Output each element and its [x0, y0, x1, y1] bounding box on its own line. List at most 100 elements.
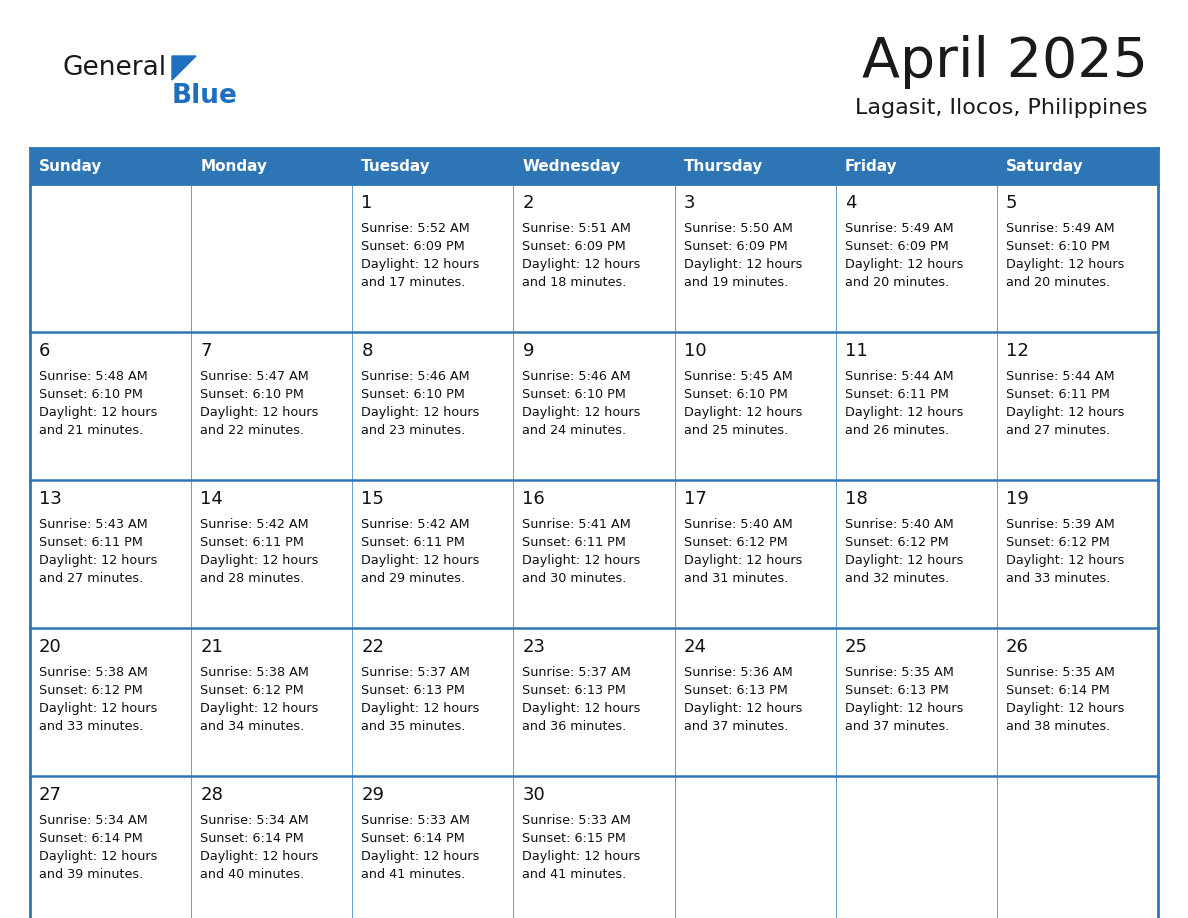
Text: Daylight: 12 hours: Daylight: 12 hours — [200, 702, 318, 715]
Text: Daylight: 12 hours: Daylight: 12 hours — [361, 850, 480, 863]
Text: 23: 23 — [523, 638, 545, 656]
Text: Sunset: 6:12 PM: Sunset: 6:12 PM — [845, 536, 948, 549]
Text: Sunset: 6:09 PM: Sunset: 6:09 PM — [683, 240, 788, 253]
Text: Daylight: 12 hours: Daylight: 12 hours — [1006, 406, 1124, 419]
Text: Sunrise: 5:35 AM: Sunrise: 5:35 AM — [1006, 666, 1114, 679]
Text: Sunset: 6:10 PM: Sunset: 6:10 PM — [361, 388, 466, 401]
Text: and 20 minutes.: and 20 minutes. — [845, 276, 949, 289]
Text: and 38 minutes.: and 38 minutes. — [1006, 720, 1111, 733]
Text: and 35 minutes.: and 35 minutes. — [361, 720, 466, 733]
Text: and 27 minutes.: and 27 minutes. — [39, 572, 144, 585]
Bar — [675, 776, 835, 918]
Text: 4: 4 — [845, 194, 857, 212]
Text: 21: 21 — [200, 638, 223, 656]
Text: 12: 12 — [1006, 342, 1029, 360]
Text: Sunset: 6:11 PM: Sunset: 6:11 PM — [200, 536, 304, 549]
Text: and 24 minutes.: and 24 minutes. — [523, 424, 626, 437]
Text: Sunrise: 5:41 AM: Sunrise: 5:41 AM — [523, 518, 631, 531]
Text: Sunrise: 5:48 AM: Sunrise: 5:48 AM — [39, 370, 147, 383]
Bar — [835, 148, 997, 184]
Text: Daylight: 12 hours: Daylight: 12 hours — [39, 554, 157, 567]
Text: and 27 minutes.: and 27 minutes. — [1006, 424, 1110, 437]
Bar — [30, 628, 191, 776]
Bar — [191, 480, 353, 628]
Text: Tuesday: Tuesday — [361, 159, 431, 174]
Text: Monday: Monday — [200, 159, 267, 174]
Text: Sunset: 6:13 PM: Sunset: 6:13 PM — [361, 684, 466, 697]
Bar — [835, 184, 997, 332]
Text: Sunrise: 5:35 AM: Sunrise: 5:35 AM — [845, 666, 954, 679]
Bar — [997, 148, 1158, 184]
Text: Wednesday: Wednesday — [523, 159, 621, 174]
Text: 17: 17 — [683, 490, 707, 508]
Polygon shape — [172, 56, 196, 80]
Text: Daylight: 12 hours: Daylight: 12 hours — [200, 554, 318, 567]
Text: Daylight: 12 hours: Daylight: 12 hours — [523, 554, 640, 567]
Bar — [353, 148, 513, 184]
Text: Sunrise: 5:49 AM: Sunrise: 5:49 AM — [845, 222, 953, 235]
Bar — [30, 332, 191, 480]
Bar — [835, 628, 997, 776]
Bar — [191, 184, 353, 332]
Bar — [353, 332, 513, 480]
Text: Daylight: 12 hours: Daylight: 12 hours — [361, 702, 480, 715]
Text: Daylight: 12 hours: Daylight: 12 hours — [523, 406, 640, 419]
Text: and 17 minutes.: and 17 minutes. — [361, 276, 466, 289]
Bar — [30, 148, 191, 184]
Text: 22: 22 — [361, 638, 384, 656]
Text: Sunset: 6:12 PM: Sunset: 6:12 PM — [39, 684, 143, 697]
Text: Daylight: 12 hours: Daylight: 12 hours — [683, 702, 802, 715]
Text: Daylight: 12 hours: Daylight: 12 hours — [523, 258, 640, 271]
Text: Daylight: 12 hours: Daylight: 12 hours — [845, 406, 963, 419]
Text: Sunrise: 5:40 AM: Sunrise: 5:40 AM — [683, 518, 792, 531]
Text: 27: 27 — [39, 786, 62, 804]
Bar — [30, 480, 191, 628]
Bar — [997, 332, 1158, 480]
Text: 8: 8 — [361, 342, 373, 360]
Text: 10: 10 — [683, 342, 706, 360]
Text: 13: 13 — [39, 490, 62, 508]
Text: and 22 minutes.: and 22 minutes. — [200, 424, 304, 437]
Text: Sunset: 6:10 PM: Sunset: 6:10 PM — [1006, 240, 1110, 253]
Text: 24: 24 — [683, 638, 707, 656]
Bar — [997, 628, 1158, 776]
Text: Daylight: 12 hours: Daylight: 12 hours — [361, 406, 480, 419]
Text: Sunrise: 5:52 AM: Sunrise: 5:52 AM — [361, 222, 470, 235]
Text: 6: 6 — [39, 342, 50, 360]
Text: Sunrise: 5:44 AM: Sunrise: 5:44 AM — [1006, 370, 1114, 383]
Bar — [513, 184, 675, 332]
Text: Sunset: 6:11 PM: Sunset: 6:11 PM — [39, 536, 143, 549]
Text: Sunset: 6:11 PM: Sunset: 6:11 PM — [361, 536, 466, 549]
Bar — [191, 628, 353, 776]
Text: and 41 minutes.: and 41 minutes. — [361, 868, 466, 881]
Text: and 19 minutes.: and 19 minutes. — [683, 276, 788, 289]
Bar — [675, 332, 835, 480]
Text: 26: 26 — [1006, 638, 1029, 656]
Text: Sunset: 6:15 PM: Sunset: 6:15 PM — [523, 832, 626, 845]
Text: Sunrise: 5:33 AM: Sunrise: 5:33 AM — [523, 814, 631, 827]
Bar — [675, 184, 835, 332]
Text: Sunrise: 5:49 AM: Sunrise: 5:49 AM — [1006, 222, 1114, 235]
Bar — [675, 480, 835, 628]
Text: Sunrise: 5:38 AM: Sunrise: 5:38 AM — [39, 666, 147, 679]
Text: 11: 11 — [845, 342, 867, 360]
Text: 2: 2 — [523, 194, 533, 212]
Text: Daylight: 12 hours: Daylight: 12 hours — [200, 850, 318, 863]
Text: and 18 minutes.: and 18 minutes. — [523, 276, 627, 289]
Text: 1: 1 — [361, 194, 373, 212]
Text: and 23 minutes.: and 23 minutes. — [361, 424, 466, 437]
Text: Sunset: 6:09 PM: Sunset: 6:09 PM — [523, 240, 626, 253]
Text: Daylight: 12 hours: Daylight: 12 hours — [39, 850, 157, 863]
Bar — [191, 776, 353, 918]
Text: Daylight: 12 hours: Daylight: 12 hours — [845, 258, 963, 271]
Text: Sunrise: 5:40 AM: Sunrise: 5:40 AM — [845, 518, 954, 531]
Text: 5: 5 — [1006, 194, 1017, 212]
Text: and 25 minutes.: and 25 minutes. — [683, 424, 788, 437]
Text: and 20 minutes.: and 20 minutes. — [1006, 276, 1110, 289]
Text: General: General — [62, 55, 166, 81]
Text: Daylight: 12 hours: Daylight: 12 hours — [683, 554, 802, 567]
Text: Sunset: 6:11 PM: Sunset: 6:11 PM — [1006, 388, 1110, 401]
Bar — [353, 776, 513, 918]
Text: Daylight: 12 hours: Daylight: 12 hours — [1006, 554, 1124, 567]
Text: Sunrise: 5:46 AM: Sunrise: 5:46 AM — [523, 370, 631, 383]
